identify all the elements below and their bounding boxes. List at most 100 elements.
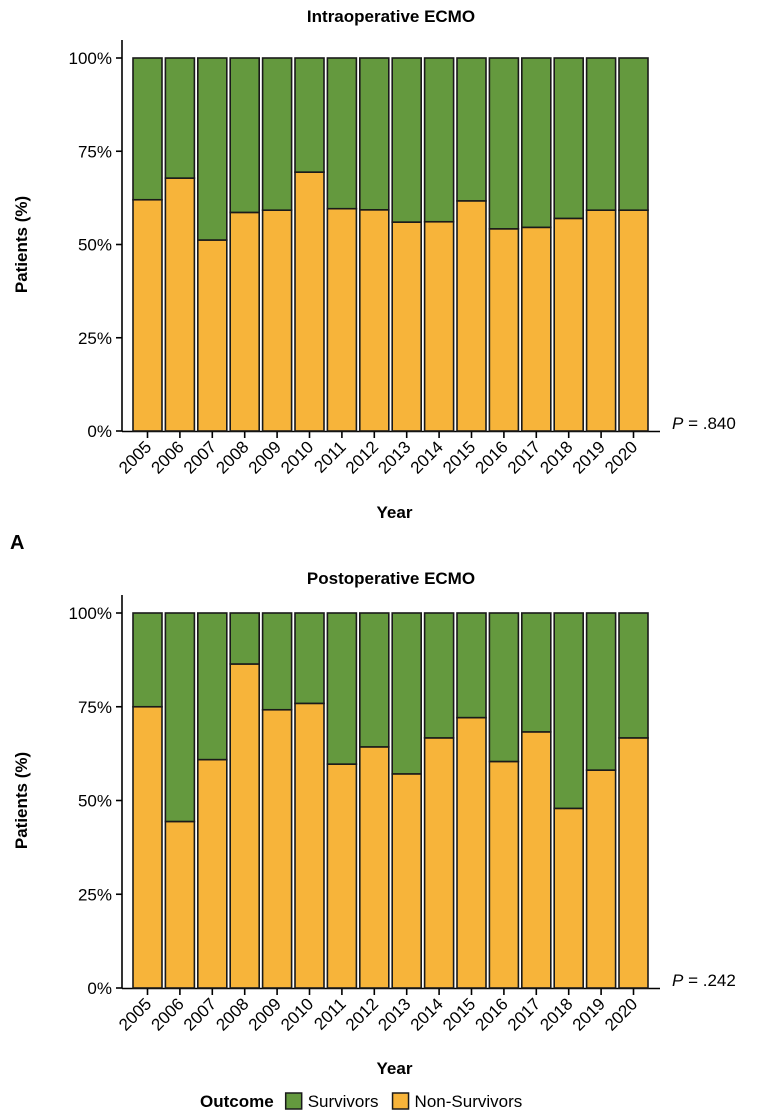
x-axis-title: Year: [377, 503, 413, 522]
x-tick-label: 2007: [180, 437, 220, 477]
x-tick-label: 2014: [407, 994, 447, 1034]
x-tick-label: 2006: [148, 994, 188, 1034]
bar-non-survivors-2015: [456, 716, 487, 989]
x-tick-label: 2009: [245, 994, 285, 1034]
bar-survivors-2014: [423, 57, 455, 223]
x-tick-label: 2005: [115, 437, 155, 477]
p-value-symbol: P: [672, 414, 684, 433]
bar-survivors-2018: [553, 612, 585, 810]
bar-non-survivors-2016: [488, 760, 520, 989]
p-value-annotation: P = .840: [672, 414, 736, 433]
bar-survivors-2017: [520, 612, 552, 733]
x-tick-label: 2019: [569, 437, 609, 477]
bar-survivors-2014: [423, 612, 455, 739]
x-tick-label: 2009: [245, 437, 285, 477]
bar-survivors-2012: [358, 57, 390, 211]
chart-title: Postoperative ECMO: [307, 569, 475, 588]
bar-survivors-2015: [456, 57, 487, 202]
x-tick-label: 2010: [277, 994, 317, 1034]
p-value-annotation: P = .242: [672, 971, 736, 990]
y-tick-label: 100%: [69, 604, 112, 623]
legend-label-non-survivors: Non-Survivors: [415, 1092, 523, 1111]
bar-non-survivors-2020: [618, 737, 649, 989]
bar-survivors-2012: [358, 612, 390, 748]
legend-swatch-non-survivors: [391, 1092, 410, 1110]
chart-panel-1: Intraoperative ECMO 0% 25% 50% 75% 100% Patien…: [10, 7, 736, 554]
x-tick-label: 2005: [115, 994, 155, 1034]
bar-non-survivors-2006: [164, 820, 196, 989]
x-tick-label: 2015: [439, 994, 479, 1034]
chart-title: Intraoperative ECMO: [307, 7, 475, 26]
y-tick-label: 50%: [78, 236, 112, 255]
x-tick-label: 2006: [148, 437, 188, 477]
bar-survivors-2011: [326, 612, 358, 765]
bar-survivors-2018: [553, 57, 585, 220]
bar-non-survivors-2010: [294, 702, 325, 989]
bar-survivors-2017: [520, 57, 552, 229]
bar-survivors-2013: [391, 612, 423, 775]
bar-non-survivors-2017: [520, 226, 552, 432]
p-value-symbol: P: [672, 971, 684, 990]
y-tick-label: 0%: [87, 979, 112, 998]
panel-label: A: [10, 532, 24, 554]
bar-non-survivors-2009: [261, 209, 293, 432]
bar-survivors-2016: [488, 57, 520, 230]
bar-non-survivors-2018: [553, 217, 585, 432]
x-tick-label: 2013: [374, 994, 414, 1034]
bar-survivors-2006: [164, 57, 196, 179]
bar-survivors-2020: [618, 612, 649, 739]
x-tick-label: 2008: [212, 994, 252, 1034]
bar-survivors-2016: [488, 612, 520, 763]
x-tick-label: 2020: [601, 437, 641, 477]
chart-panel-2: Postoperative ECMO 0% 25% 50% 75% 100% Patient…: [12, 569, 736, 1078]
bar-non-survivors-2019: [585, 769, 617, 989]
x-tick-label: 2020: [601, 994, 641, 1034]
bar-survivors-2010: [294, 57, 325, 173]
bar-non-survivors-2015: [456, 200, 487, 432]
bar-non-survivors-2013: [391, 773, 423, 989]
x-tick-label: 2016: [472, 994, 512, 1034]
bar-non-survivors-2019: [585, 209, 617, 432]
y-axis-title: Patients (%): [12, 752, 31, 849]
x-tick-label: 2011: [310, 437, 349, 476]
bar-survivors-2008: [229, 57, 260, 214]
bar-non-survivors-2006: [164, 177, 196, 432]
bar-survivors-2010: [294, 612, 325, 705]
p-value-text: = .242: [683, 971, 735, 990]
bar-non-survivors-2011: [326, 763, 358, 989]
y-tick-label: 25%: [78, 885, 112, 904]
p-value-text: = .840: [683, 414, 735, 433]
y-tick-label: 25%: [78, 329, 112, 348]
bar-non-survivors-2014: [423, 737, 455, 989]
x-tick-label: 2011: [310, 994, 349, 1033]
legend-title: Outcome: [200, 1092, 274, 1111]
bar-survivors-2005: [132, 612, 163, 708]
bar-survivors-2011: [326, 57, 358, 210]
x-tick-label: 2012: [342, 437, 382, 477]
x-tick-label: 2018: [536, 437, 576, 477]
bar-non-survivors-2012: [358, 209, 390, 432]
x-axis-title: Year: [377, 1059, 413, 1078]
bar-survivors-2015: [456, 612, 487, 719]
bar-survivors-2007: [197, 612, 228, 761]
x-tick-label: 2016: [472, 437, 512, 477]
bar-non-survivors-2010: [294, 171, 325, 432]
y-axis-title: Patients (%): [12, 196, 31, 293]
y-tick-label: 0%: [87, 422, 112, 441]
bar-non-survivors-2005: [132, 705, 163, 989]
bar-non-survivors-2018: [553, 807, 585, 989]
bar-non-survivors-2020: [618, 209, 649, 432]
x-tick-label: 2017: [504, 994, 544, 1034]
x-tick-label: 2017: [504, 437, 544, 477]
bar-survivors-2007: [197, 57, 228, 241]
bar-non-survivors-2008: [229, 663, 260, 989]
bar-non-survivors-2014: [423, 220, 455, 432]
bar-survivors-2013: [391, 57, 423, 223]
bar-non-survivors-2007: [197, 239, 228, 432]
bar-survivors-2008: [229, 612, 260, 665]
x-tick-label: 2013: [374, 437, 414, 477]
bar-survivors-2019: [585, 57, 617, 211]
y-tick-label: 100%: [69, 49, 112, 68]
bar-non-survivors-2005: [132, 198, 163, 432]
